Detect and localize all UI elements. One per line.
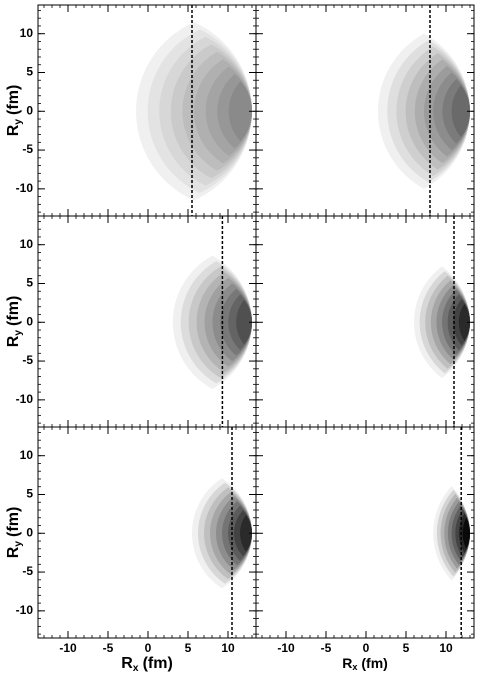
x-tick-label: 0 [145,641,152,655]
contour-band [451,85,470,138]
label-main: R [342,655,352,671]
y-tick-label: -10 [16,181,34,195]
x-tick-label: -5 [321,641,332,655]
contour-band [240,514,252,552]
y-tick-label: -5 [22,142,33,156]
x-tick-label: -10 [59,641,77,655]
x-tick-label: 10 [221,641,235,655]
x-tick-label: -10 [277,641,295,655]
x-tick-label: 5 [403,641,410,655]
x-tick-label: 5 [185,641,192,655]
y-axis-label: Ry (fm) [5,296,24,348]
x-tick-label: 10 [439,641,453,655]
label-sub: x [133,663,139,674]
label-main: R [5,335,22,347]
label-sub: x [352,662,357,672]
y-axis-label: Ry (fm) [5,85,24,137]
label-unit: (fm) [143,655,173,672]
label-main: R [121,655,133,672]
panel [192,478,252,589]
label-unit: (fm) [5,296,22,326]
label-sub: y [13,330,24,336]
y-tick-label: 10 [20,448,34,462]
label-main: R [5,546,22,558]
y-axis-label: Ry (fm) [5,507,24,559]
y-tick-label: 10 [20,237,34,251]
contour-band [462,517,470,550]
x-tick-label: -5 [103,641,114,655]
panel [378,33,470,189]
y-tick-label: 5 [26,487,33,501]
y-tick-label: -10 [16,603,34,617]
contour-band [236,300,252,345]
y-tick-label: 5 [26,65,33,79]
y-tick-label: -5 [22,353,33,367]
x-tick-label: 0 [363,641,370,655]
x-axis-label: Rx (fm) [342,655,388,673]
label-unit: (fm) [5,85,22,115]
panel [414,266,471,379]
contour-band [458,303,470,341]
y-tick-label: -10 [16,392,34,406]
panel-frame [255,426,475,639]
panel [433,485,471,581]
label-unit: (fm) [5,507,22,537]
y-tick-label: -5 [22,564,33,578]
y-tick-label: 5 [26,276,33,290]
y-tick-label: 0 [26,103,33,117]
label-unit: (fm) [361,655,387,671]
contour-band [228,81,252,142]
label-sub: y [13,119,24,125]
label-main: R [5,124,22,136]
label-sub: y [13,541,24,547]
y-tick-label: 0 [26,525,33,539]
y-tick-label: 0 [26,314,33,328]
panel [172,255,252,389]
x-axis-label: Rx (fm) [121,655,173,674]
y-tick-label: 10 [20,26,34,40]
panel [136,22,253,201]
